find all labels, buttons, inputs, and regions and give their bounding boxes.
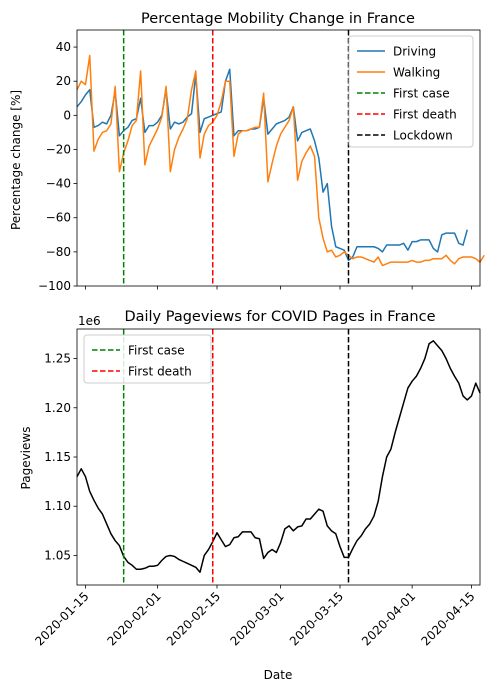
legend-label-lockdown: Lockdown bbox=[393, 129, 453, 143]
legend-box bbox=[83, 334, 212, 384]
legend-label-first-death: First death bbox=[128, 365, 192, 379]
y-tick-label: −100 bbox=[38, 279, 71, 293]
legend-label-first-case: First case bbox=[393, 87, 450, 101]
legend-label-first-case: First case bbox=[128, 344, 185, 358]
y-tick-label: 1.25 bbox=[44, 352, 71, 366]
legend-box bbox=[348, 35, 474, 148]
y-tick-label: −20 bbox=[46, 142, 71, 156]
y-tick-label: −80 bbox=[46, 245, 71, 259]
axes-frame bbox=[76, 29, 481, 287]
top-chart-ylabel: Percentage change [%] bbox=[9, 90, 23, 230]
y-tick-label: −60 bbox=[46, 211, 71, 225]
bottom-chart-offset-label: 1e6 bbox=[78, 314, 101, 328]
y-tick-label: 0 bbox=[63, 108, 71, 122]
bottom-chart-xlabel: Date bbox=[264, 668, 293, 682]
y-tick-label: 1.05 bbox=[44, 548, 71, 562]
y-tick-label: 1.10 bbox=[44, 499, 71, 513]
top-chart-title: Percentage Mobility Change in France bbox=[141, 11, 415, 27]
y-tick-label: −40 bbox=[46, 177, 71, 191]
bottom-chart-title: Daily Pageviews for COVID Pages in Franc… bbox=[124, 309, 435, 325]
bottom-chart-ylabel: Pageviews bbox=[19, 427, 33, 490]
y-tick-label: 40 bbox=[56, 40, 71, 54]
mobility-chart: 40 20 0 −20 −40 −60 −80 −100 Driving Walking First… bbox=[38, 29, 485, 293]
walking-line bbox=[76, 54, 485, 267]
pageviews-line bbox=[76, 340, 481, 573]
legend-label-driving: Driving bbox=[393, 45, 436, 59]
legend-label-walking: Walking bbox=[393, 66, 440, 80]
legend-label-first-death: First death bbox=[393, 108, 457, 122]
y-tick-label: 20 bbox=[56, 74, 71, 88]
y-tick-label: 1.15 bbox=[44, 450, 71, 464]
y-tick-label: 1.20 bbox=[44, 401, 71, 415]
